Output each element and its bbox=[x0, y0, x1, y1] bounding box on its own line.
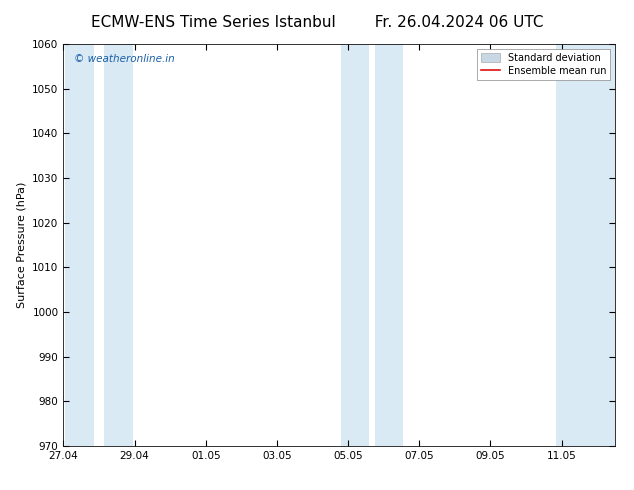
Bar bbox=[105, 44, 133, 446]
Bar bbox=[65, 44, 94, 446]
Bar bbox=[556, 44, 615, 446]
Text: ECMW-ENS Time Series Istanbul        Fr. 26.04.2024 06 UTC: ECMW-ENS Time Series Istanbul Fr. 26.04.… bbox=[91, 15, 543, 30]
Legend: Standard deviation, Ensemble mean run: Standard deviation, Ensemble mean run bbox=[477, 49, 610, 80]
Y-axis label: Surface Pressure (hPa): Surface Pressure (hPa) bbox=[16, 182, 27, 308]
Bar bbox=[341, 44, 370, 446]
Text: © weatheronline.in: © weatheronline.in bbox=[74, 54, 175, 64]
Bar bbox=[375, 44, 403, 446]
